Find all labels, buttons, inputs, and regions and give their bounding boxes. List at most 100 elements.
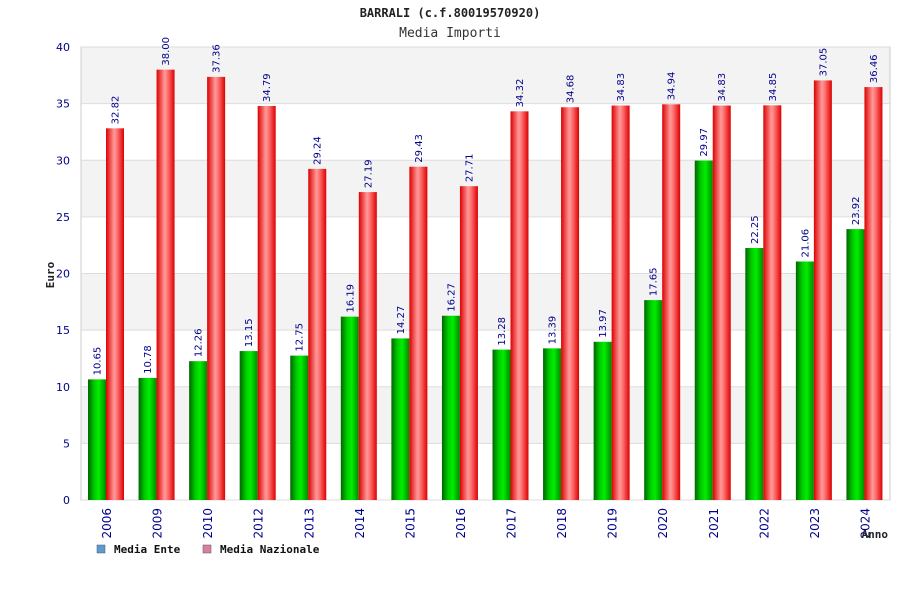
bar-media-ente [694, 160, 713, 500]
legend-label: Media Ente [114, 543, 181, 556]
data-label: 10.78 [143, 345, 154, 374]
bar-media-ente [189, 361, 208, 500]
x-tick-label: 2016 [454, 508, 468, 539]
bar-media-ente [391, 338, 410, 500]
data-label: 34.83 [616, 73, 627, 102]
bar-media-nazionale [712, 105, 731, 501]
bar-media-ente [138, 377, 157, 500]
x-tick-label: 2018 [555, 508, 569, 539]
x-tick-label: 2020 [656, 508, 670, 539]
bar-media-nazionale [763, 105, 782, 500]
bar-media-nazionale [106, 128, 124, 500]
bar-media-nazionale [308, 168, 327, 500]
data-label: 23.92 [851, 196, 862, 225]
bar-media-ente [88, 379, 106, 500]
data-label: 17.65 [649, 267, 660, 296]
y-axis-ticks: 0 5 10 15 20 25 30 35 40 [56, 41, 70, 507]
y-tick-label: 10 [56, 381, 70, 394]
data-label: 34.83 [717, 73, 728, 102]
data-label: 29.43 [414, 134, 425, 163]
legend-label: Media Nazionale [220, 543, 320, 556]
x-tick-label: 2017 [505, 508, 519, 539]
x-axis-label: Anno [862, 528, 889, 541]
y-tick-label: 35 [56, 98, 70, 111]
bar-media-ente [795, 261, 814, 500]
x-tick-label: 2015 [403, 508, 417, 539]
data-label: 29.24 [313, 136, 324, 165]
y-tick-label: 15 [56, 324, 70, 337]
data-label: 29.97 [699, 128, 710, 157]
data-label: 16.27 [446, 283, 457, 312]
data-label: 13.28 [497, 317, 508, 346]
bar-media-ente [745, 248, 764, 500]
bar-media-ente [340, 316, 359, 500]
data-labels: 10.65 32.82 10.78 38.00 12.26 37.36 13.15 34.79… [93, 37, 880, 375]
bar-media-ente [441, 315, 460, 500]
bar-media-nazionale [358, 192, 377, 501]
y-axis-label: Euro [44, 261, 57, 288]
data-label: 13.97 [598, 309, 609, 338]
x-tick-label: 2010 [201, 508, 215, 539]
data-label: 27.71 [464, 154, 475, 183]
x-tick-label: 2023 [808, 508, 822, 539]
chart-title: BARRALI (c.f.80019570920) [360, 6, 541, 20]
data-label: 12.75 [295, 323, 306, 352]
x-axis-ticks: 2006 2009 2010 2012 2013 2014 2015 2016 2017 2018… [100, 508, 872, 539]
data-label: 22.25 [750, 215, 761, 244]
bar-media-nazionale [257, 106, 276, 501]
bar-media-nazionale [864, 87, 883, 500]
data-label: 34.79 [262, 73, 273, 102]
x-tick-label: 2019 [606, 508, 620, 539]
x-tick-label: 2012 [252, 508, 266, 539]
bar-media-ente [239, 351, 258, 500]
data-label: 37.05 [818, 48, 829, 77]
bar-media-nazionale [409, 166, 428, 500]
x-tick-label: 2021 [707, 508, 721, 539]
bar-media-nazionale [156, 69, 175, 501]
bar-media-ente [543, 348, 562, 500]
legend-swatch [96, 544, 106, 554]
x-tick-label: 2006 [100, 508, 114, 539]
bar-media-ente [593, 341, 612, 500]
data-label: 37.36 [212, 44, 223, 73]
data-label: 13.15 [244, 318, 255, 347]
x-tick-label: 2024 [858, 508, 872, 539]
bar-media-nazionale [813, 80, 832, 500]
data-label: 34.94 [667, 72, 678, 101]
data-label: 10.65 [93, 347, 104, 376]
legend: Media Ente Media Nazionale [96, 543, 320, 556]
y-tick-label: 40 [56, 41, 70, 54]
bar-media-nazionale [662, 104, 681, 500]
data-label: 38.00 [161, 37, 172, 66]
bar-media-ente [290, 355, 309, 500]
bar-media-nazionale [510, 111, 529, 501]
data-label: 21.06 [800, 229, 811, 258]
bar-media-nazionale [561, 107, 580, 501]
x-tick-label: 2009 [151, 508, 165, 539]
x-tick-label: 2014 [353, 508, 367, 539]
data-label: 32.82 [111, 96, 122, 125]
bar-media-ente [644, 300, 663, 500]
data-label: 13.39 [548, 316, 559, 345]
y-tick-label: 30 [56, 154, 70, 167]
y-tick-label: 0 [63, 494, 70, 507]
bar-media-ente [846, 229, 865, 500]
data-label: 27.19 [363, 159, 374, 188]
data-label: 34.32 [515, 79, 526, 108]
x-tick-label: 2022 [757, 508, 771, 539]
data-label: 12.26 [194, 329, 205, 358]
bar-media-nazionale [207, 76, 226, 500]
data-label: 34.85 [768, 73, 779, 102]
chart-subtitle: Media Importi [399, 26, 501, 41]
y-tick-label: 20 [56, 268, 70, 281]
bar-media-ente [492, 349, 511, 500]
y-tick-label: 5 [63, 437, 70, 450]
data-label: 34.68 [566, 75, 577, 104]
y-tick-label: 25 [56, 211, 70, 224]
data-label: 14.27 [396, 306, 407, 335]
legend-swatch [202, 544, 212, 554]
data-label: 36.46 [869, 54, 880, 83]
bars [88, 69, 883, 501]
